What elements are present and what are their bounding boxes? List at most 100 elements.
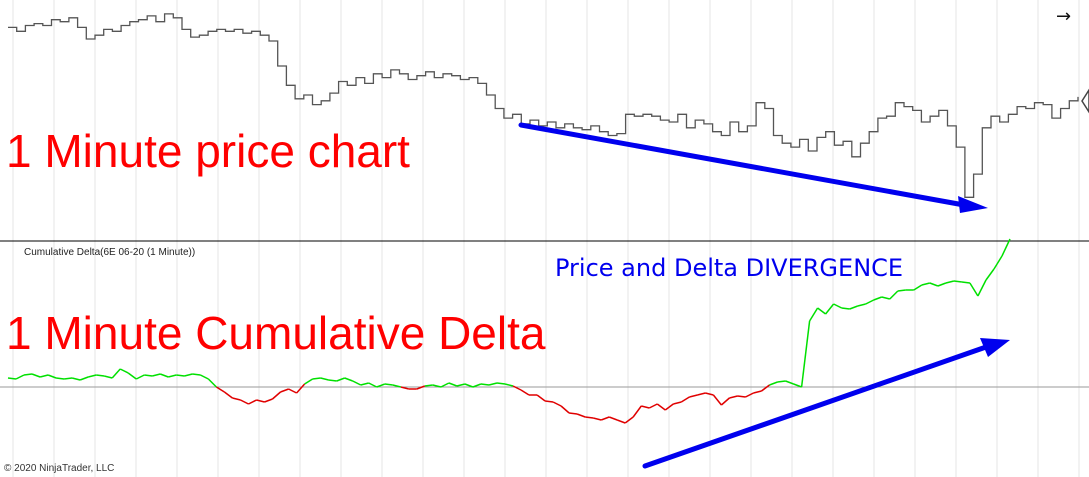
delta-segment-positive [207,378,217,388]
delta-segment-negative [280,388,289,393]
delta-segment-positive [71,377,81,381]
delta-segment-negative [632,405,642,418]
delta-segment-positive [200,374,209,380]
delta-segment-positive [993,255,1003,270]
delta-segment-negative [256,399,265,403]
delta-segment-positive [448,382,458,387]
delta-segment-positive [945,280,955,284]
delta-segment-negative [753,390,762,394]
delta-segment-positive [56,377,65,380]
delta-segment-positive [817,307,827,315]
delta-segment-positive [969,282,979,297]
delta-segment-positive [833,303,843,309]
chart-gridlines [12,0,1080,477]
right-arrow-icon[interactable]: → [1056,6,1072,27]
delta-segment-positive [841,307,850,310]
delta-segment-positive [88,374,97,378]
delta-segment-positive [312,377,321,380]
delta-segment-negative [552,401,562,407]
delta-segment-negative [248,399,257,405]
delta-segment-negative [569,412,578,415]
delta-segment-negative [296,383,306,394]
delta-segment-negative [600,416,610,421]
copyright-text: © 2020 NinjaTrader, LLC [4,463,115,474]
delta-segment-negative [648,403,658,409]
delta-segment-positive [160,373,169,378]
delta-segment-positive [440,382,450,388]
delta-segment-positive [808,307,819,322]
delta-segment-positive [23,373,33,376]
delta-segment-negative [697,392,706,396]
delta-segment-positive [432,384,442,388]
delta-segment-positive [376,383,386,388]
delta-segment-positive [977,279,987,297]
panel-title: Cumulative Delta(6E 06-20 (1 Minute)) [24,247,196,258]
delta-segment-positive [480,383,490,386]
delta-segment-positive [352,380,362,386]
delta-segment-negative [223,391,233,399]
delta-segment-positive [488,382,498,386]
delta-segment-positive [857,303,866,307]
delta-segment-positive [15,374,25,380]
delta-segment-positive [79,376,89,381]
delta-segment-negative [745,392,754,398]
cumulative-delta-series [7,238,1011,424]
delta-segment-positive [937,282,947,287]
delta-segment-positive [64,377,73,380]
delta-segment-negative [624,416,634,424]
delta-segment-positive [384,383,393,386]
delta-segment-positive [176,374,185,377]
delta-segment-negative [608,416,618,421]
delta-segment-positive [344,377,353,382]
delta-segment-positive [464,383,474,388]
delta-segment-positive [889,290,899,300]
delta-segment-positive [913,284,923,291]
delta-segment-negative [761,384,770,392]
delta-segment-negative [689,394,698,398]
delta-segment-negative [232,397,241,401]
delta-segment-positive [152,373,161,377]
delta-segment-negative [264,398,273,403]
delta-segment-positive [135,374,145,380]
delta-segment-negative [216,386,225,393]
delta-segment-negative [560,405,570,414]
delta-segment-positive [320,377,329,381]
delta-segment-positive [144,374,153,377]
delta-segment-negative [656,403,666,411]
delta-segment-positive [39,374,49,378]
delta-segment-positive [825,303,835,315]
delta-segment-positive [360,382,369,386]
delta-segment-negative [288,388,297,394]
delta-segment-positive [392,384,401,388]
delta-trend-arrow [642,338,1010,469]
annotation-arrows [518,122,1010,469]
delta-segment-positive [769,381,778,386]
delta-segment-positive [304,378,313,385]
delta-segment-negative [416,385,426,390]
delta-segment-positive [111,368,121,379]
delta-segment-positive [921,282,930,286]
delta-segment-positive [472,383,482,388]
delta-segment-positive [104,375,113,379]
delta-segment-positive [368,382,378,388]
delta-segment-positive [865,299,875,305]
price-trend-arrow [518,122,988,213]
delta-segment-positive [424,384,433,387]
delta-segment-positive [168,374,177,378]
delta-segment-negative [520,389,530,396]
divergence-annotation: Price and Delta DIVERGENCE [555,254,904,282]
delta-segment-positive [897,289,906,292]
delta-segment-negative [593,417,602,421]
delta-segment-negative [729,395,738,399]
delta-segment-negative [641,405,650,409]
delta-segment-positive [119,368,129,374]
price-chart-label: 1 Minute price chart [6,125,410,177]
delta-segment-negative [616,419,626,424]
delta-segment-negative [536,394,546,402]
delta-segment-positive [881,296,890,300]
delta-segment-negative [737,395,746,398]
delta-segment-negative [705,392,714,396]
delta-segment-positive [7,377,17,380]
delta-segment-positive [777,380,786,383]
delta-segment-positive [985,268,995,281]
